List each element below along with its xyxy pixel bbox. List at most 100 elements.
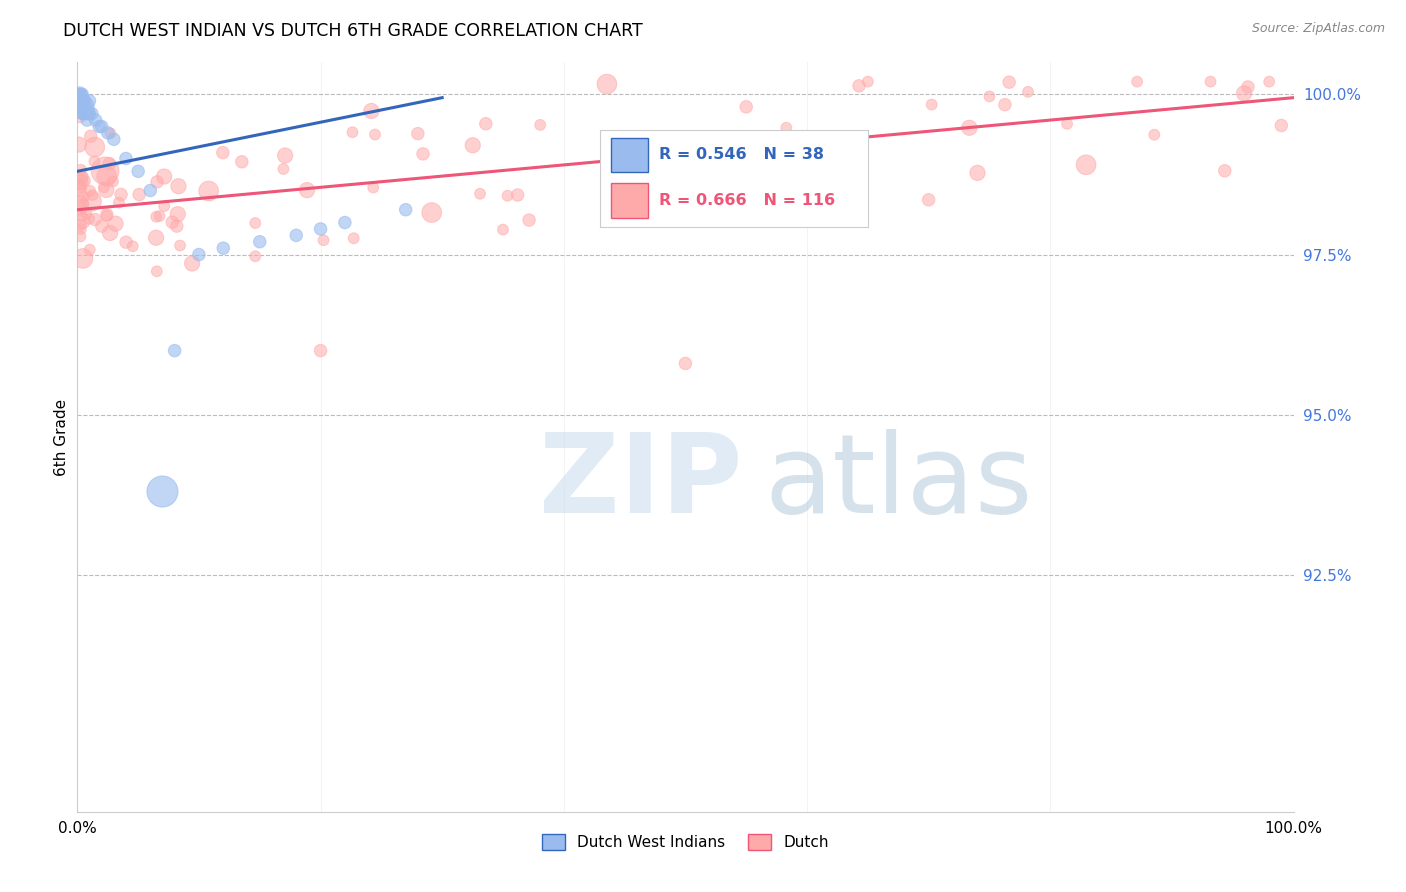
Point bbox=[77, 106, 100, 120]
Point bbox=[70, 169, 93, 184]
Point bbox=[139, 184, 162, 198]
Point bbox=[775, 120, 797, 135]
Point bbox=[69, 178, 91, 192]
Point bbox=[69, 181, 91, 195]
Point bbox=[169, 238, 191, 252]
Point bbox=[295, 183, 318, 197]
Point bbox=[848, 78, 870, 93]
Legend: Dutch West Indians, Dutch: Dutch West Indians, Dutch bbox=[536, 829, 835, 856]
Point bbox=[80, 106, 103, 120]
Point bbox=[75, 100, 97, 114]
Point bbox=[75, 207, 97, 221]
Point bbox=[70, 100, 93, 114]
Point bbox=[79, 94, 101, 108]
Y-axis label: 6th Grade: 6th Grade bbox=[53, 399, 69, 475]
Point bbox=[79, 106, 101, 120]
Point bbox=[1143, 128, 1166, 142]
Point bbox=[612, 151, 634, 165]
Point bbox=[596, 77, 619, 91]
Point bbox=[689, 158, 711, 172]
Point bbox=[76, 113, 98, 128]
Point bbox=[73, 106, 96, 120]
Point bbox=[979, 89, 1001, 103]
Point bbox=[80, 194, 103, 209]
Text: DUTCH WEST INDIAN VS DUTCH 6TH GRADE CORRELATION CHART: DUTCH WEST INDIAN VS DUTCH 6TH GRADE COR… bbox=[63, 22, 643, 40]
Point bbox=[70, 87, 93, 102]
Point bbox=[957, 120, 980, 135]
Point bbox=[127, 164, 149, 178]
Point bbox=[921, 97, 943, 112]
Point bbox=[468, 186, 491, 201]
Point bbox=[72, 170, 94, 185]
Point bbox=[94, 164, 117, 178]
Point bbox=[856, 75, 879, 89]
Point bbox=[103, 132, 125, 146]
Point bbox=[146, 264, 169, 278]
Text: Source: ZipAtlas.com: Source: ZipAtlas.com bbox=[1251, 22, 1385, 36]
Point bbox=[361, 180, 384, 194]
Point bbox=[1258, 75, 1281, 89]
Point bbox=[188, 247, 211, 261]
Point bbox=[110, 187, 132, 202]
Point bbox=[309, 222, 332, 236]
Point bbox=[72, 196, 94, 211]
Point bbox=[163, 343, 186, 358]
Point bbox=[67, 198, 90, 212]
Point bbox=[796, 209, 818, 223]
Point bbox=[249, 235, 271, 249]
Point bbox=[1199, 75, 1222, 89]
Point bbox=[90, 219, 112, 234]
Point bbox=[72, 252, 94, 266]
Point bbox=[285, 228, 308, 243]
Point bbox=[517, 213, 540, 227]
Point bbox=[146, 175, 169, 189]
Point bbox=[167, 179, 190, 194]
Point bbox=[145, 231, 167, 245]
Point bbox=[101, 174, 124, 188]
Point bbox=[360, 103, 382, 118]
Point bbox=[395, 202, 418, 217]
Point bbox=[420, 205, 443, 219]
Point bbox=[212, 241, 235, 255]
Point bbox=[162, 215, 184, 229]
Point bbox=[70, 162, 93, 177]
Point bbox=[83, 154, 105, 169]
Point bbox=[364, 128, 387, 142]
Point bbox=[69, 94, 91, 108]
Point bbox=[153, 199, 176, 213]
Point bbox=[273, 161, 295, 176]
Point bbox=[69, 218, 91, 232]
Point bbox=[492, 222, 515, 236]
Point bbox=[343, 231, 366, 245]
Point bbox=[70, 87, 93, 102]
Point bbox=[72, 94, 94, 108]
Point bbox=[90, 120, 112, 134]
Point bbox=[73, 190, 96, 204]
Point bbox=[342, 125, 364, 139]
Point bbox=[461, 138, 484, 153]
Point bbox=[412, 147, 434, 161]
Point bbox=[1233, 87, 1256, 101]
Point bbox=[69, 100, 91, 114]
Point bbox=[70, 199, 93, 213]
Point bbox=[70, 94, 93, 108]
Point bbox=[475, 117, 498, 131]
Point bbox=[166, 219, 188, 233]
Point bbox=[274, 148, 297, 162]
Point bbox=[79, 243, 101, 257]
Point bbox=[98, 226, 121, 240]
Point bbox=[1017, 85, 1039, 99]
Point bbox=[100, 126, 122, 140]
Point bbox=[69, 109, 91, 123]
Point bbox=[1270, 119, 1292, 133]
Point bbox=[67, 137, 90, 152]
Point bbox=[93, 180, 115, 194]
Point bbox=[333, 215, 356, 229]
Point bbox=[80, 129, 103, 144]
Point bbox=[197, 184, 219, 198]
Point bbox=[309, 343, 332, 358]
Point bbox=[1056, 117, 1078, 131]
Point bbox=[96, 209, 118, 223]
Point bbox=[70, 222, 93, 236]
Point bbox=[69, 229, 91, 244]
